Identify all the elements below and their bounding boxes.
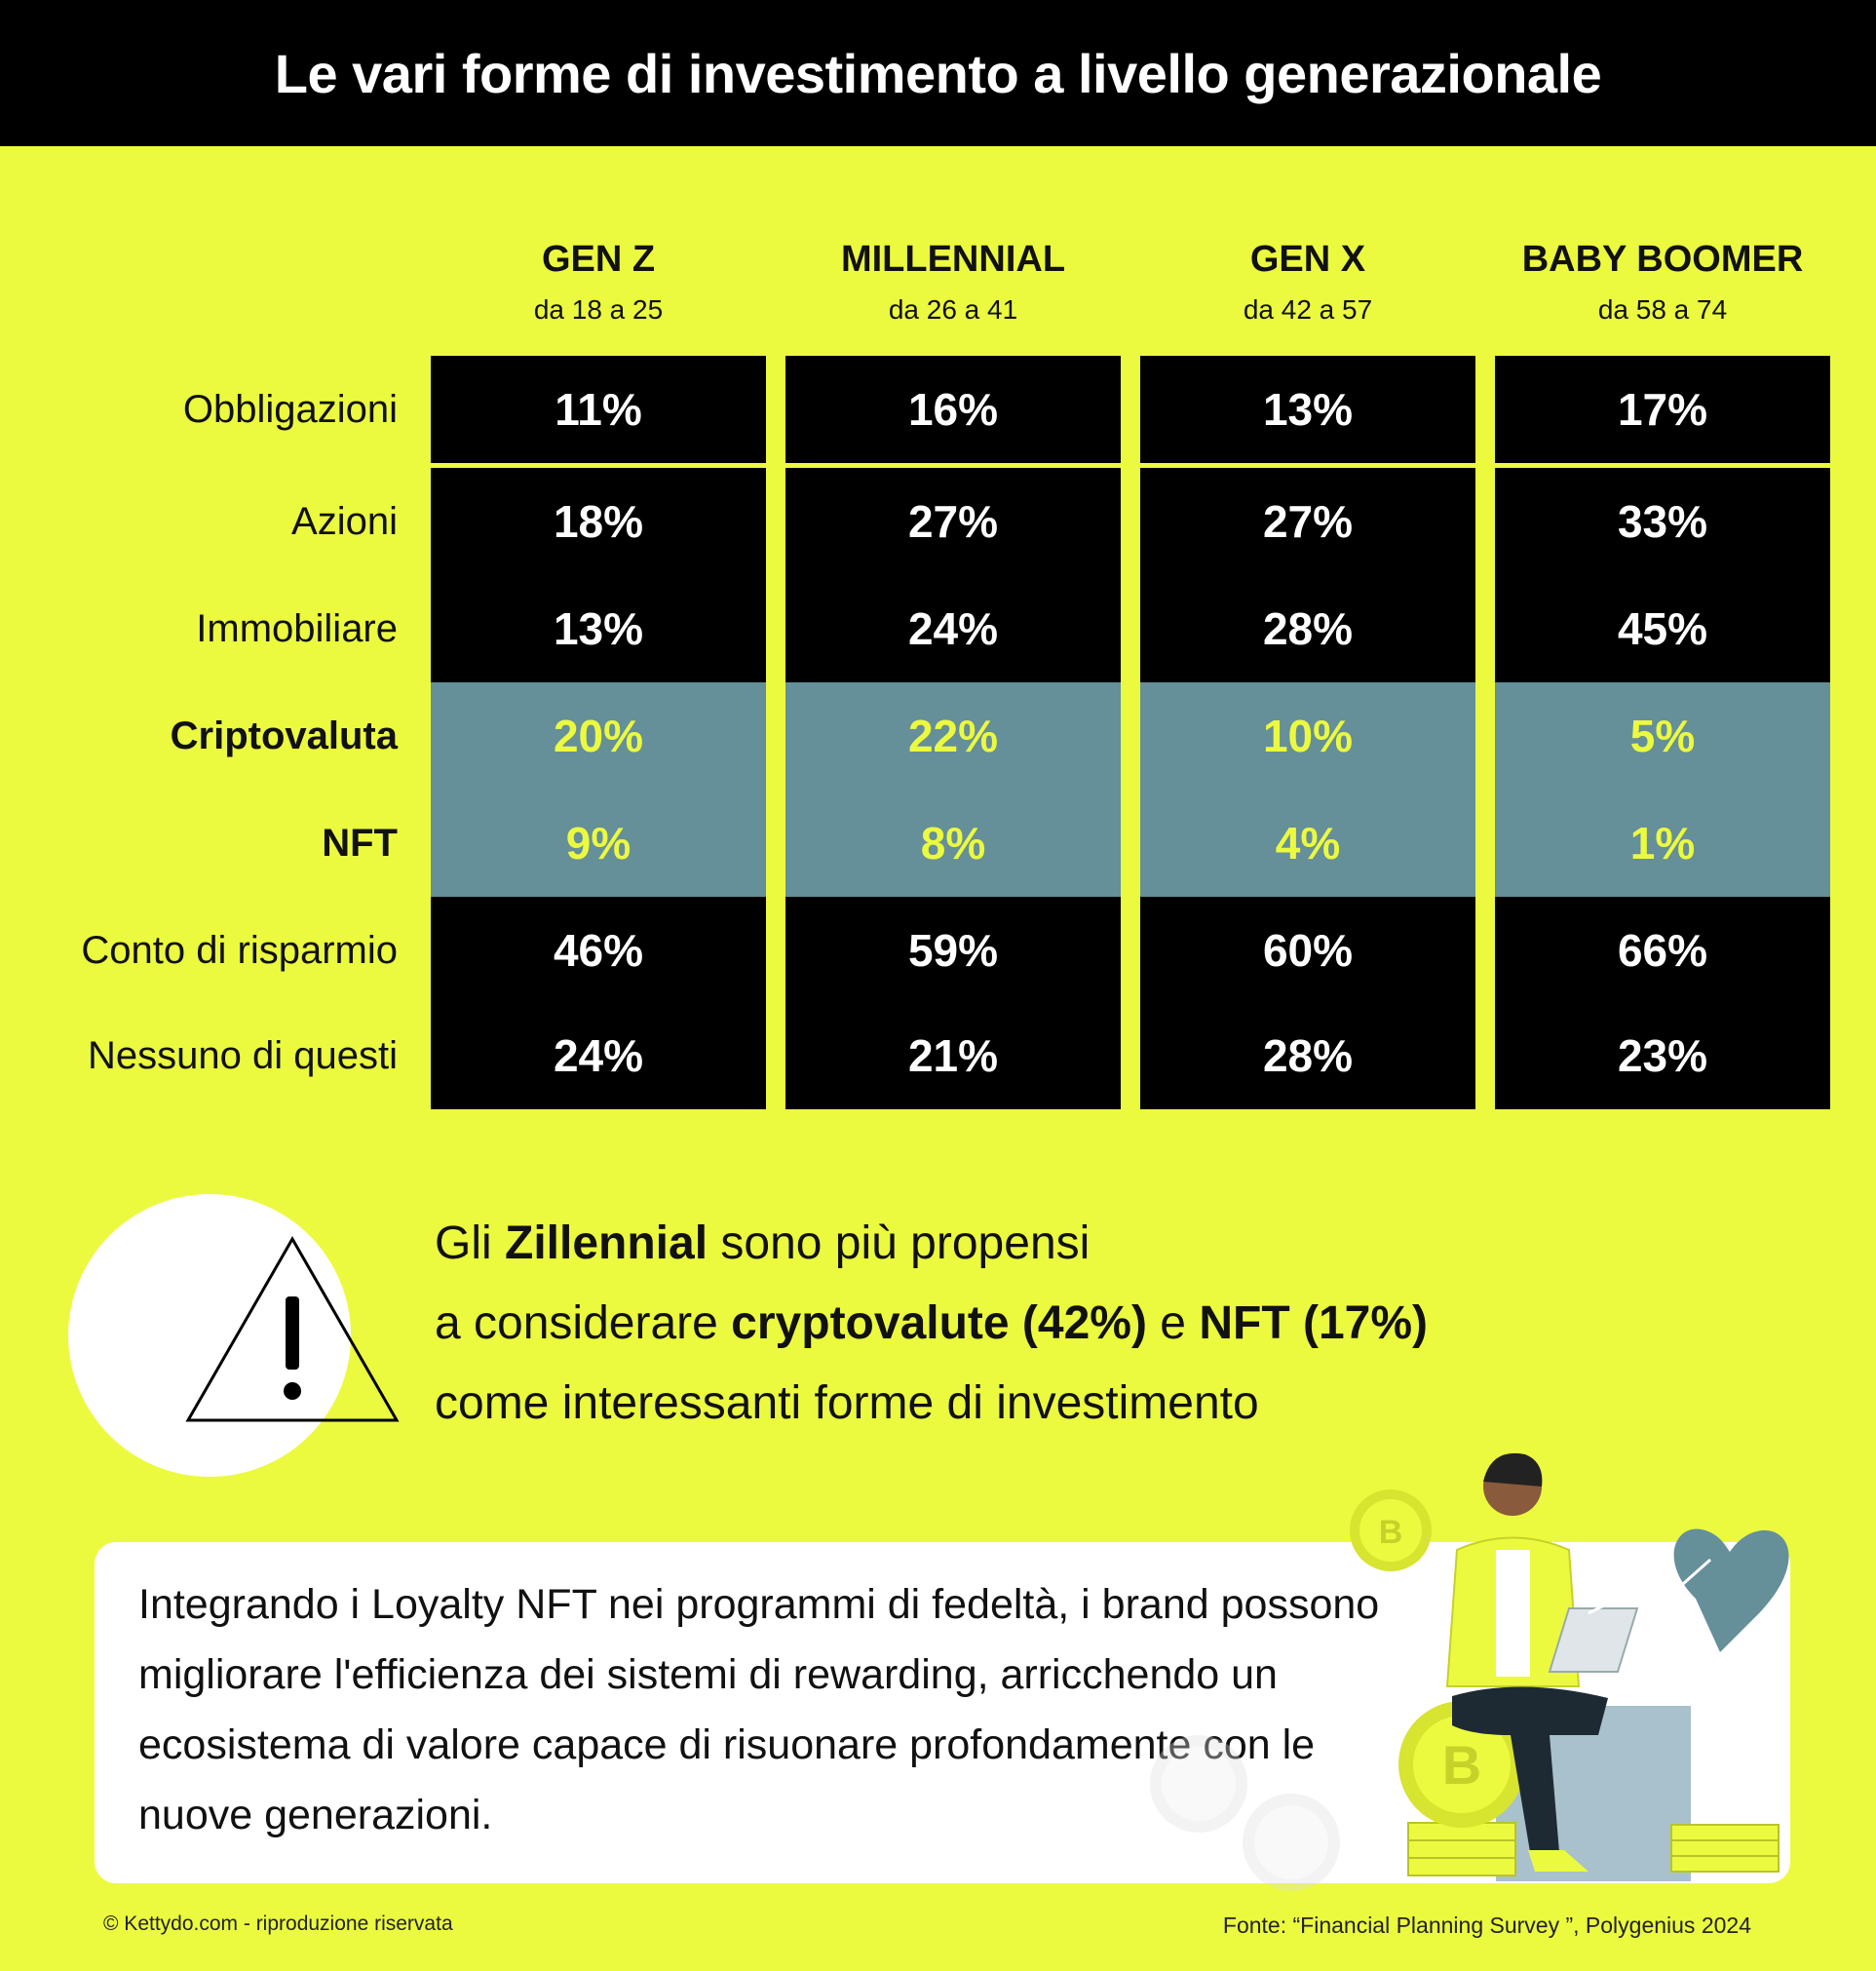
- column-header: BABY BOOMER da 58 a 74: [1495, 239, 1830, 326]
- title-bar: Le vari forme di investimento a livello …: [0, 0, 1876, 146]
- source-footer: Fonte: “Financial Planning Survey ”, Pol…: [1222, 1913, 1751, 1938]
- table-cell: 11%: [431, 356, 766, 463]
- svg-text:B: B: [1379, 1514, 1403, 1551]
- column-header: MILLENNIAL da 26 a 41: [785, 239, 1121, 326]
- warning-icon: [185, 1235, 400, 1422]
- table-cell: 21%: [785, 1002, 1121, 1109]
- callout-line-1: Gli Zillennial sono più propensi: [435, 1217, 1091, 1269]
- table-cell: 9%: [431, 790, 766, 897]
- copyright-footer: © Kettydo.com - riproduzione riservata: [103, 1913, 453, 1935]
- note-text: Integrando i Loyalty NFT nei programmi d…: [138, 1581, 1380, 1838]
- table-cell: 16%: [785, 356, 1121, 463]
- zillennial-callout: Gli Zillennial sono più propensi a consi…: [435, 1204, 1604, 1444]
- table-cell: 59%: [785, 897, 1121, 1004]
- investor-illustration: B B: [1150, 1452, 1789, 1891]
- bitcoin-coin-icon: [1150, 1735, 1340, 1891]
- row-label: NFT: [322, 822, 398, 865]
- generation-name: BABY BOOMER: [1521, 239, 1804, 280]
- age-range: da 58 a 74: [1597, 294, 1728, 325]
- column-header: GEN Z da 18 a 25: [431, 239, 766, 326]
- age-range: da 18 a 25: [533, 294, 664, 325]
- generation-name: GEN Z: [541, 239, 656, 280]
- row-label: Obbligazioni: [182, 388, 398, 431]
- table-cell: 13%: [431, 575, 766, 682]
- heart-icon: [1673, 1528, 1789, 1652]
- age-range: da 26 a 41: [888, 294, 1018, 325]
- table-cell: 22%: [785, 682, 1121, 790]
- table-cell: 28%: [1140, 575, 1475, 682]
- table-cell: 66%: [1495, 897, 1830, 1004]
- table-cell: 28%: [1140, 1002, 1475, 1109]
- row-label: Azioni: [291, 500, 398, 543]
- table-cell: 13%: [1140, 356, 1475, 463]
- column-header: GEN X da 42 a 57: [1140, 239, 1475, 326]
- row-label: Nessuno di questi: [88, 1034, 398, 1077]
- warning-circle: [68, 1194, 351, 1477]
- table-cell: 18%: [431, 468, 766, 575]
- callout-line-3: come interessanti forme di investimento: [435, 1377, 1259, 1429]
- table-cell: 1%: [1495, 790, 1830, 897]
- table-cell: 33%: [1495, 468, 1830, 575]
- row-label: Criptovaluta: [170, 715, 398, 757]
- table-cell: 27%: [1140, 468, 1475, 575]
- table-cell: 45%: [1495, 575, 1830, 682]
- table-cell: 24%: [785, 575, 1121, 682]
- table-cell: 4%: [1140, 790, 1475, 897]
- laptop-icon: [1548, 1607, 1639, 1673]
- table-cell: 23%: [1495, 1002, 1830, 1109]
- table-cell: 10%: [1140, 682, 1475, 790]
- table-cell: 20%: [431, 682, 766, 790]
- age-range: da 42 a 57: [1243, 294, 1373, 325]
- table-cell: 8%: [785, 790, 1121, 897]
- table-cell: 17%: [1495, 356, 1830, 463]
- bitcoin-coin-icon: B: [1350, 1489, 1432, 1571]
- row-label: Immobiliare: [196, 607, 398, 650]
- svg-text:B: B: [1442, 1734, 1481, 1796]
- table-cell: 27%: [785, 468, 1121, 575]
- page-title: Le vari forme di investimento a livello …: [274, 42, 1602, 104]
- table-cell: 46%: [431, 897, 766, 1004]
- row-label: Conto di risparmio: [81, 929, 398, 972]
- table-cell: 60%: [1140, 897, 1475, 1004]
- generation-name: GEN X: [1249, 239, 1366, 280]
- table-cell: 5%: [1495, 682, 1830, 790]
- table-cell: 24%: [431, 1002, 766, 1109]
- generation-name: MILLENNIAL: [840, 239, 1066, 280]
- callout-line-2: a considerare cryptovalute (42%) e NFT (…: [435, 1297, 1429, 1349]
